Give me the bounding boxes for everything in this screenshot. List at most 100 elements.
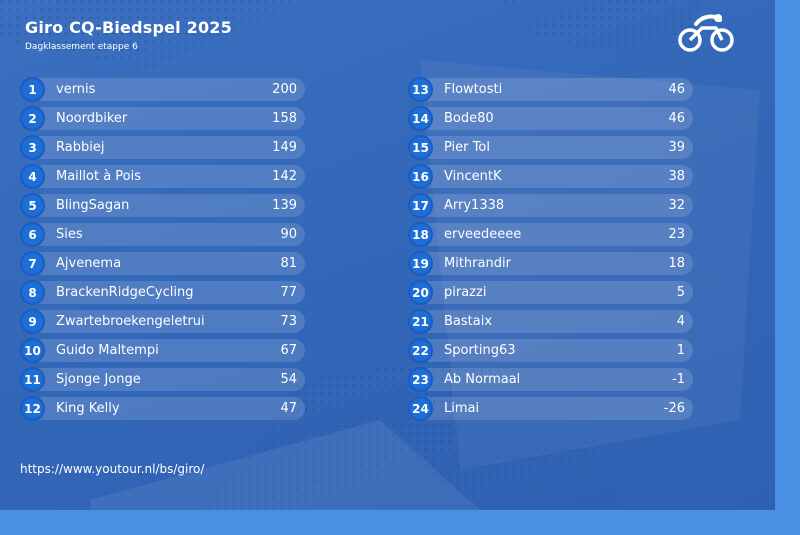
row-bar	[418, 368, 693, 391]
player-name: Bastaix	[444, 314, 493, 329]
row-bar	[30, 281, 305, 304]
row-bar	[418, 165, 693, 188]
row-bar	[418, 78, 693, 101]
player-name: Guido Maltempi	[56, 343, 159, 358]
rank-badge: 12	[20, 396, 45, 421]
rank-badge: 13	[408, 77, 433, 102]
row-bar	[418, 107, 693, 130]
player-name: Sjonge Jonge	[56, 372, 141, 387]
list-item: 17 Arry1338 32	[408, 193, 693, 218]
player-name: pirazzi	[444, 285, 487, 300]
player-score: 142	[272, 169, 297, 184]
player-score: 77	[280, 285, 297, 300]
row-bar	[418, 397, 693, 420]
player-name: Bode80	[444, 111, 494, 126]
player-score: 5	[676, 285, 685, 300]
row-bar	[30, 223, 305, 246]
list-item: 4 Maillot à Pois 142	[20, 164, 305, 189]
rank-badge: 3	[20, 135, 45, 160]
cyclist-logo-icon	[678, 14, 734, 52]
player-score: 90	[280, 227, 297, 242]
row-bar	[418, 252, 693, 275]
list-item: 3 Rabbiej 149	[20, 135, 305, 160]
player-name: erveedeeee	[444, 227, 522, 242]
row-bar	[30, 107, 305, 130]
row-bar	[30, 136, 305, 159]
list-item: 8 BrackenRidgeCycling 77	[20, 280, 305, 305]
list-item: 1 vernis 200	[20, 77, 305, 102]
player-name: Sporting63	[444, 343, 516, 358]
player-name: Pier Tol	[444, 140, 490, 155]
player-score: 39	[668, 140, 685, 155]
rank-badge: 16	[408, 164, 433, 189]
player-score: 32	[668, 198, 685, 213]
row-bar	[418, 339, 693, 362]
row-bar	[418, 281, 693, 304]
list-item: 6 Sies 90	[20, 222, 305, 247]
list-item: 24 Limai -26	[408, 396, 693, 421]
player-name: Flowtosti	[444, 82, 503, 97]
standings-panel: Giro CQ-Biedspel 2025 Dagklassement etap…	[0, 0, 775, 510]
player-name: Rabbiej	[56, 140, 105, 155]
row-bar	[30, 194, 305, 217]
player-score: 46	[668, 82, 685, 97]
list-item: 5 BlingSagan 139	[20, 193, 305, 218]
player-score: 47	[280, 401, 297, 416]
rank-badge: 20	[408, 280, 433, 305]
row-bar	[418, 136, 693, 159]
player-name: Sies	[56, 227, 83, 242]
player-name: Noordbiker	[56, 111, 128, 126]
list-item: 22 Sporting63 1	[408, 338, 693, 363]
list-item: 21 Bastaix 4	[408, 309, 693, 334]
row-bar	[418, 194, 693, 217]
player-name: Mithrandir	[444, 256, 511, 271]
row-bar	[30, 165, 305, 188]
rank-badge: 11	[20, 367, 45, 392]
rank-badge: 18	[408, 222, 433, 247]
player-name: vernis	[56, 82, 96, 97]
list-item: 15 Pier Tol 39	[408, 135, 693, 160]
player-name: Maillot à Pois	[56, 169, 142, 184]
row-bar	[418, 223, 693, 246]
rank-badge: 6	[20, 222, 45, 247]
list-item: 20 pirazzi 5	[408, 280, 693, 305]
player-score: 81	[280, 256, 297, 271]
list-item: 19 Mithrandir 18	[408, 251, 693, 276]
player-name: VincentK	[444, 169, 502, 184]
rank-badge: 2	[20, 106, 45, 131]
row-bar	[30, 339, 305, 362]
rank-badge: 1	[20, 77, 45, 102]
list-item: 9 Zwartebroekengeletrui 73	[20, 309, 305, 334]
page-subtitle: Dagklassement etappe 6	[25, 42, 138, 52]
rank-badge: 8	[20, 280, 45, 305]
player-name: Ab Normaal	[444, 372, 521, 387]
player-name: Ajvenema	[56, 256, 122, 271]
rank-badge: 24	[408, 396, 433, 421]
list-item: 23 Ab Normaal -1	[408, 367, 693, 392]
player-score: 23	[668, 227, 685, 242]
footer-url: https://www.youtour.nl/bs/giro/	[20, 462, 205, 476]
list-item: 7 Ajvenema 81	[20, 251, 305, 276]
player-score: 67	[280, 343, 297, 358]
player-score: -26	[663, 401, 685, 416]
rank-badge: 17	[408, 193, 433, 218]
rank-badge: 23	[408, 367, 433, 392]
player-name: King Kelly	[56, 401, 120, 416]
player-score: 18	[668, 256, 685, 271]
rank-badge: 9	[20, 309, 45, 334]
player-score: 54	[280, 372, 297, 387]
rank-badge: 4	[20, 164, 45, 189]
rank-badge: 14	[408, 106, 433, 131]
list-item: 2 Noordbiker 158	[20, 106, 305, 131]
player-name: Limai	[444, 401, 480, 416]
player-score: 46	[668, 111, 685, 126]
rank-badge: 5	[20, 193, 45, 218]
player-score: 73	[280, 314, 297, 329]
list-item: 10 Guido Maltempi 67	[20, 338, 305, 363]
player-name: BlingSagan	[56, 198, 130, 213]
rank-badge: 22	[408, 338, 433, 363]
player-score: 4	[676, 314, 685, 329]
player-score: 158	[272, 111, 297, 126]
row-bar	[418, 310, 693, 333]
